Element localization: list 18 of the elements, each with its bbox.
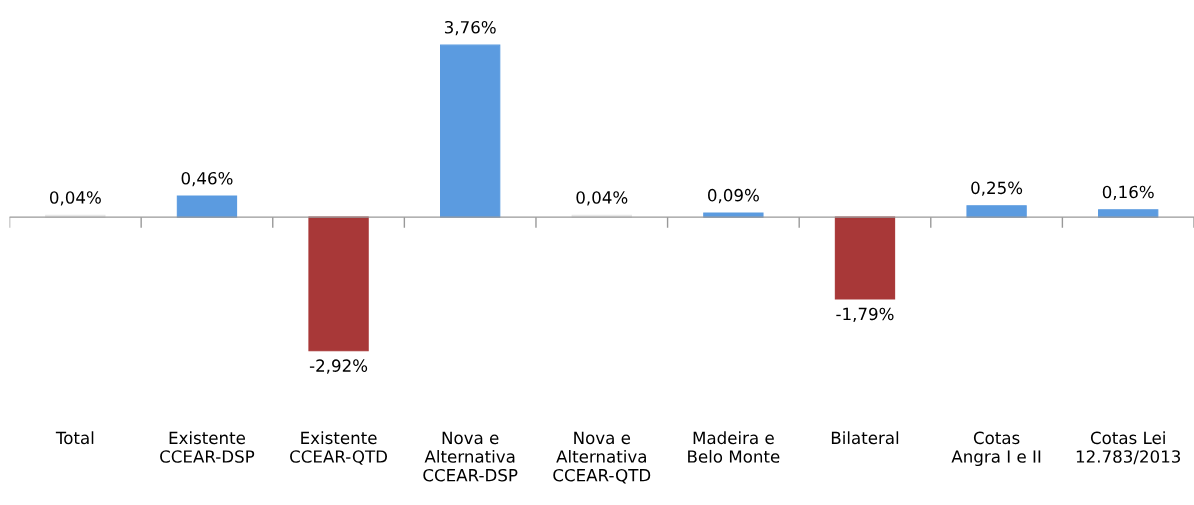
x-tick-label: Existente CCEAR-QTD (290, 431, 388, 465)
data-label: -2,92% (309, 359, 368, 374)
x-tick-label: Madeira e Belo Monte (688, 431, 780, 463)
x-tick-label: Existente CCEAR-DSP (160, 431, 255, 463)
data-label: 0,25% (971, 181, 1023, 196)
data-label: 0,16% (1102, 185, 1154, 200)
x-tick-label: Cotas Lei 12.783/2013 (1076, 431, 1181, 465)
data-label: -1,79% (836, 307, 894, 322)
x-tick-label: Nova e Alternativa CCEAR-QTD (553, 431, 651, 484)
data-label: 0,04% (49, 191, 101, 206)
x-tick-label: Nova e Alternativa CCEAR-DSP (423, 431, 518, 482)
data-label: 0,09% (708, 188, 759, 204)
x-tick-label: Bilateral (831, 431, 899, 445)
x-tick-label: Total (55, 431, 94, 445)
data-label: 0,04% (576, 191, 628, 206)
x-tick-label: Cotas Angra I e II (951, 431, 1041, 467)
data-label: 3,76% (444, 20, 496, 36)
data-label: 0,46% (181, 171, 233, 187)
